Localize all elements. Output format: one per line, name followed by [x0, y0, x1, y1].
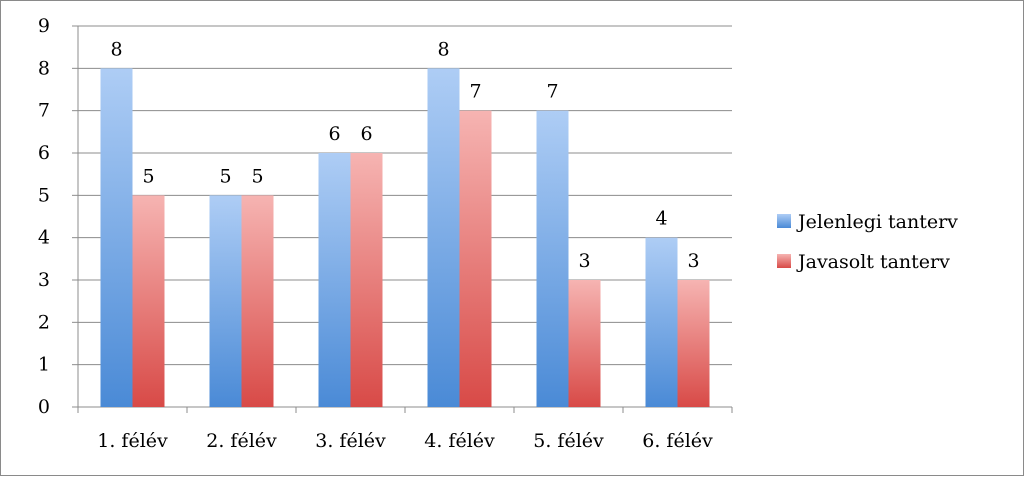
y-tick-label: 9: [38, 15, 50, 37]
legend: Jelenlegi tanterv Javasolt tanterv: [777, 211, 958, 273]
bar-jelenlegi: [645, 237, 678, 407]
data-label: 6: [328, 123, 340, 145]
x-category-label: 3. félév: [315, 430, 386, 452]
bar-jelenlegi: [536, 110, 569, 408]
data-label: 5: [219, 165, 231, 187]
data-label: 6: [360, 123, 372, 145]
y-tick-label: 5: [38, 184, 50, 206]
x-category-label: 5. félév: [533, 430, 604, 452]
y-tick-label: 3: [38, 269, 50, 291]
data-label: 8: [110, 38, 122, 60]
x-category-label: 1. félév: [97, 430, 168, 452]
y-tick-label: 0: [38, 396, 50, 418]
bar-javasolt: [677, 280, 710, 407]
gridlines: [78, 25, 732, 366]
y-tick-label: 7: [38, 100, 50, 122]
bars: [100, 68, 710, 408]
data-label: 7: [546, 81, 558, 103]
y-tick-label: 1: [38, 354, 50, 376]
y-tick-label: 8: [38, 57, 50, 79]
bar-jelenlegi: [318, 153, 351, 407]
bar-javasolt: [241, 195, 274, 407]
legend-swatch: [777, 254, 791, 268]
bar-javasolt: [568, 280, 601, 407]
data-label: 4: [655, 208, 667, 230]
data-label: 8: [437, 38, 449, 60]
x-category-label: 4. félév: [424, 430, 495, 452]
y-tick-label: 6: [38, 142, 50, 164]
bar-javasolt: [459, 110, 492, 408]
data-label: 5: [251, 165, 263, 187]
bar-jelenlegi: [100, 68, 133, 407]
legend-label: Javasolt tanterv: [796, 251, 950, 273]
bar-jelenlegi: [427, 68, 460, 407]
legend-label: Jelenlegi tanterv: [796, 211, 958, 233]
bar-javasolt: [132, 195, 165, 407]
data-label: 7: [469, 81, 481, 103]
bar-jelenlegi: [209, 195, 242, 407]
y-tick-label: 2: [38, 311, 50, 333]
data-label: 5: [142, 165, 154, 187]
x-category-label: 2. félév: [206, 430, 277, 452]
legend-swatch: [777, 214, 791, 228]
bar-javasolt: [350, 153, 383, 407]
data-label: 3: [687, 250, 699, 272]
y-tick-label: 4: [38, 227, 50, 249]
x-category-label: 6. félév: [642, 430, 713, 452]
data-label: 3: [578, 250, 590, 272]
